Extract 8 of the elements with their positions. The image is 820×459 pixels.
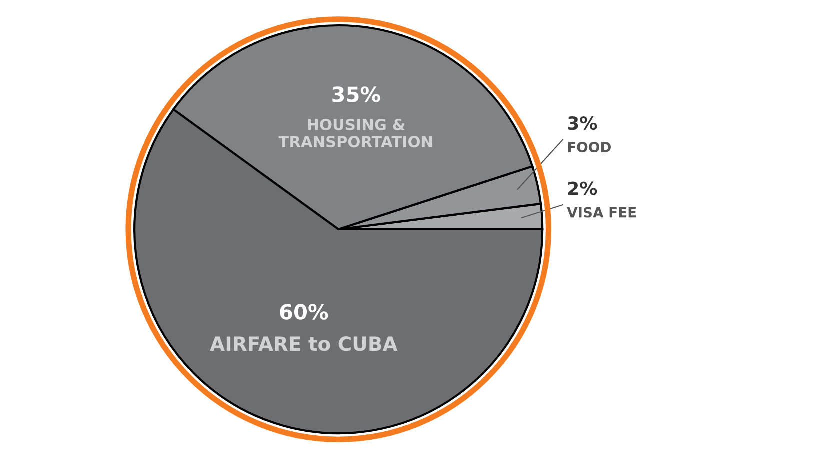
slice-label: AIRFARE to CUBA: [210, 336, 398, 352]
slice-label: HOUSING & TRANSPORTATION: [278, 118, 432, 148]
data-label: 60%: [280, 304, 328, 320]
data-label: 35%: [332, 86, 380, 102]
slice-label: VISA FEE: [567, 207, 636, 218]
slice-label: FOOD: [568, 142, 611, 153]
data-label: 3%: [568, 116, 598, 130]
data-label: 2%: [568, 182, 598, 196]
